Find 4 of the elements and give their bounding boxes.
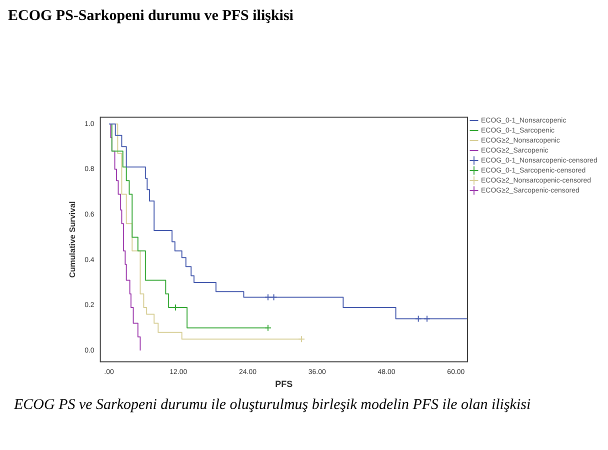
text: ECOG PS ve Sarkopeni durumu ile oluşturulmuş birleşik modelin PFS ile olan ilişkisi	[14, 396, 532, 415]
y-axis-title: Cumulative Survival	[68, 201, 78, 278]
chart-title: ECOG PS-Sarkopeni durumu ve PFS ilişkisi	[8, 8, 294, 25]
x-axis-title: PFS	[275, 379, 293, 390]
